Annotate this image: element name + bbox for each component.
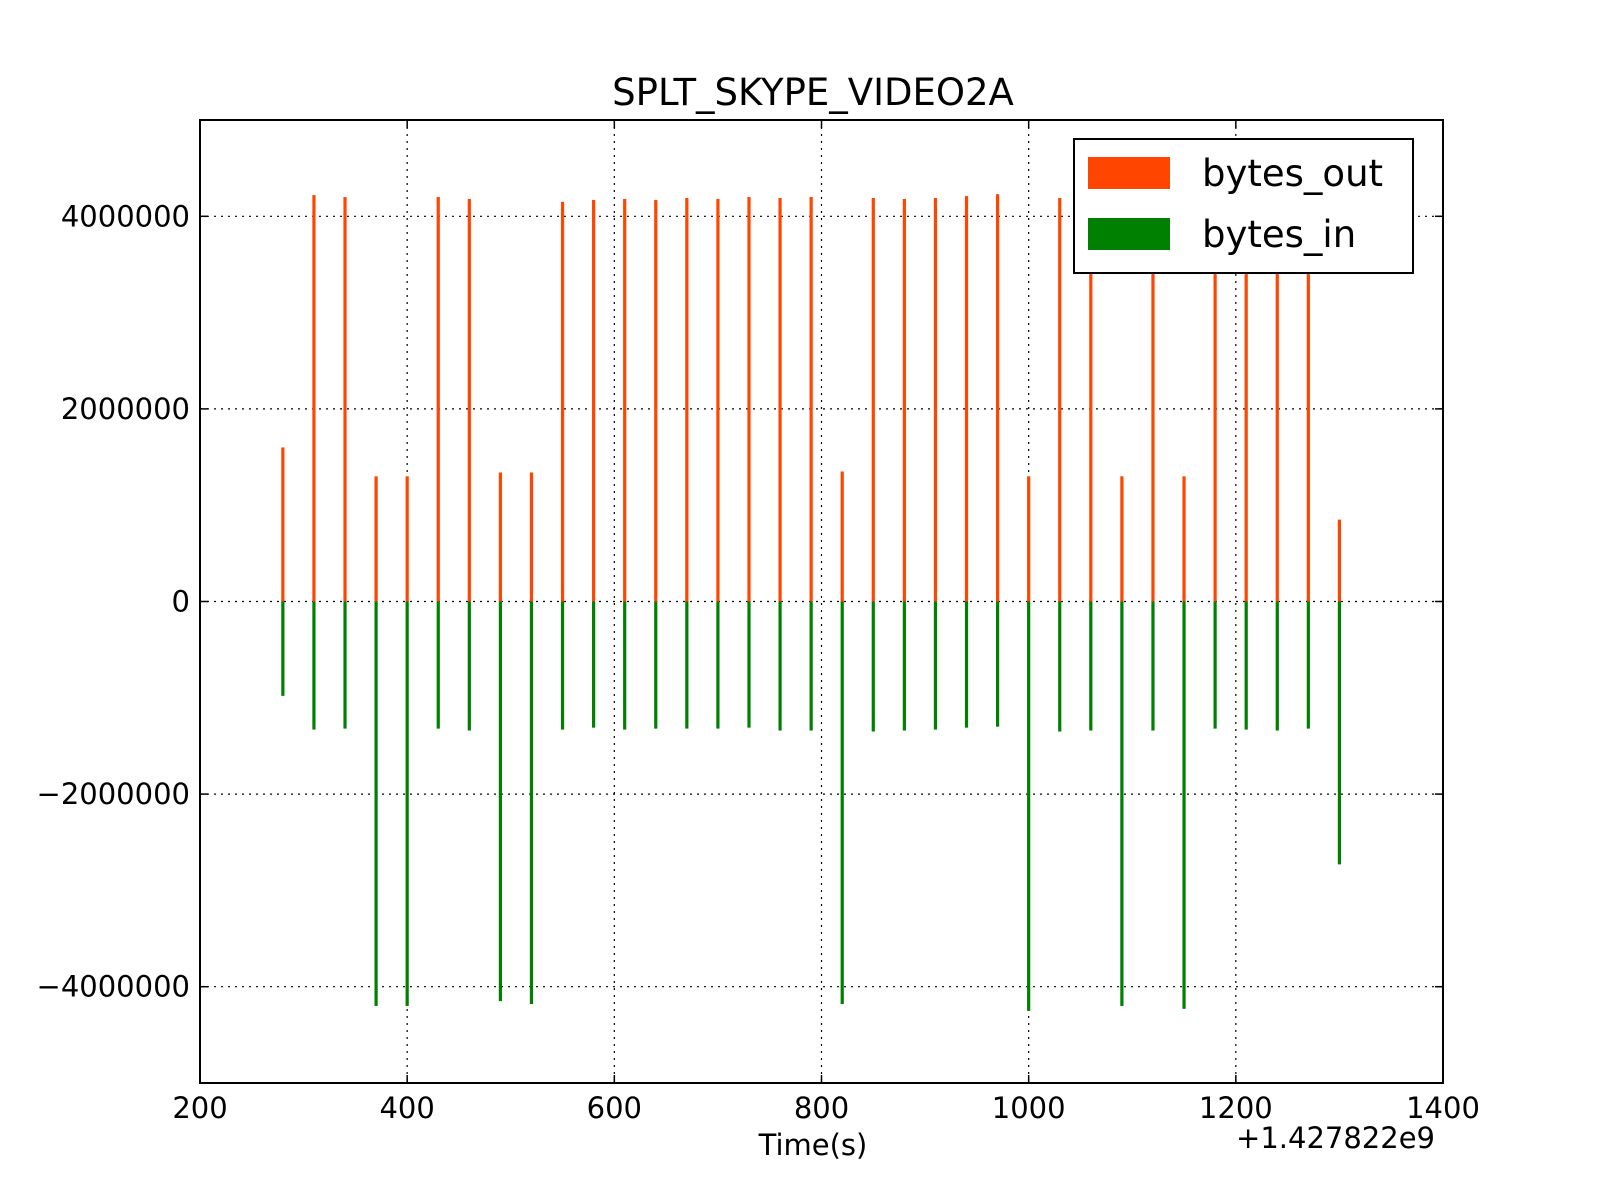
bar-bytes-in [592,601,596,728]
bar-bytes-out [529,472,534,602]
bar-bytes-in [1306,601,1310,729]
bar-bytes-out [1027,476,1031,602]
plot-frame [199,119,1444,1084]
bar-bytes-out [1182,476,1186,602]
y-tick-label: −4000000 [37,970,190,1004]
bar-bytes-in [1089,601,1093,731]
x-offset-label: +1.427822e9 [1236,1121,1435,1155]
bar-bytes-out [312,195,316,602]
bar-bytes-in [902,601,906,731]
bar-bytes-out [1089,274,1093,602]
legend-swatch-bytes-in [1088,218,1170,250]
x-tick-label: 200 [172,1091,227,1125]
bar-bytes-out [343,197,347,602]
legend-label-bytes-out: bytes_out [1202,152,1383,195]
bar-bytes-out [778,198,782,602]
bar-bytes-in [1027,601,1031,1011]
y-tick-label: 2000000 [61,392,190,426]
bar-bytes-in [1337,601,1342,865]
bar-bytes-out [405,476,409,602]
chart-title: SPLT_SKYPE_VIDEO2A [612,71,1014,114]
bar-bytes-in [374,601,378,1006]
bar-bytes-out [654,199,658,602]
bar-bytes-in [933,601,938,730]
x-tick-label: 600 [587,1091,642,1125]
y-tick-label: 4000000 [61,199,190,233]
bar-bytes-out [716,198,720,602]
bar-bytes-out [902,198,906,602]
bar-bytes-out [623,198,627,602]
bar-bytes-in [281,601,285,696]
bar-bytes-out [281,447,285,602]
bar-bytes-in [560,601,565,730]
bar-bytes-in [716,601,720,729]
bar-bytes-in [1182,601,1186,1009]
bar-bytes-out [1151,274,1155,602]
bar-bytes-in [747,601,751,728]
bar-bytes-out [1244,274,1248,602]
x-tick-label: 1400 [1406,1091,1480,1125]
bar-bytes-out [933,198,938,602]
bar-bytes-in [995,601,1000,727]
bar-bytes-in [405,601,409,1006]
bar-bytes-out [840,471,844,602]
bar-bytes-out [1120,476,1124,602]
bar-bytes-in [778,601,782,731]
bar-bytes-in [1275,601,1279,731]
bar-bytes-in [498,601,502,1002]
legend: bytes_out bytes_in [1073,138,1414,274]
bar-bytes-out [1275,274,1279,602]
bar-bytes-in [436,601,440,729]
bar-bytes-in [529,601,534,1005]
y-tick-label: 0 [172,585,190,619]
bar-bytes-out [995,194,1000,602]
bars [281,194,1342,1011]
x-axis-label: Time(s) [758,1128,868,1162]
bar-bytes-out [1058,198,1062,602]
bar-bytes-out [1337,519,1342,602]
bar-bytes-out [685,198,689,602]
bar-bytes-out [436,197,440,602]
bar-bytes-in [1213,601,1217,729]
bar-bytes-in [343,601,347,729]
legend-label-bytes-in: bytes_in [1202,213,1356,256]
bar-bytes-in [964,601,969,728]
legend-swatch-bytes-out [1088,157,1170,189]
y-tick-label: −2000000 [37,777,190,811]
bar-bytes-in [840,601,844,1005]
bar-bytes-in [623,601,627,730]
bar-bytes-in [1151,601,1155,731]
bar-bytes-in [685,601,689,729]
bar-bytes-in [1120,601,1124,1006]
bar-bytes-out [1213,274,1217,602]
bar-bytes-out [964,196,969,602]
x-tick-label: 1000 [992,1091,1066,1125]
axis-ticks: 200 400 600 800 1000 1200 1400 −4000000 −2000000… [37,120,1480,1125]
bar-bytes-out [467,198,471,602]
bar-bytes-in [809,601,813,731]
bar-bytes-in [467,601,471,731]
bar-bytes-out [498,472,502,602]
x-tick-label: 1200 [1199,1091,1273,1125]
bar-bytes-in [1244,601,1248,730]
bar-bytes-in [312,601,316,730]
bar-bytes-out [747,197,751,602]
bar-bytes-out [374,476,378,602]
bar-bytes-out [560,201,565,602]
bar-bytes-out [1306,274,1310,602]
bar-bytes-in [1058,601,1062,732]
bar-bytes-out [871,198,875,602]
x-tick-label: 400 [379,1091,434,1125]
bar-bytes-out [809,197,813,602]
bar-bytes-in [871,601,875,732]
bar-bytes-in [654,601,658,729]
x-tick-label: 800 [794,1091,849,1125]
bar-bytes-out [592,199,596,602]
